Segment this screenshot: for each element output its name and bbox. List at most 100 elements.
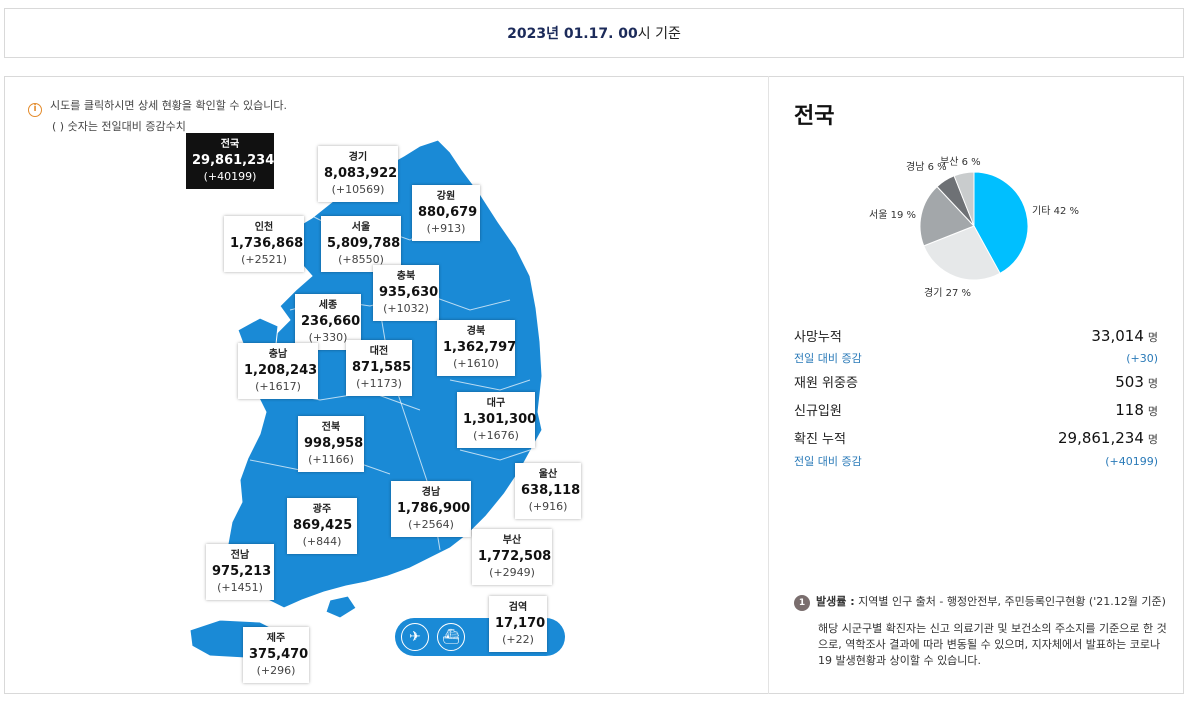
region-diff: (+1610) — [453, 357, 499, 370]
region-name: 경남 — [421, 487, 441, 498]
footnote-desc: 해당 시군구별 확진자는 신고 의료기관 및 보건소의 주소지를 기준으로 한 … — [818, 622, 1167, 667]
region-label-quarantine[interactable]: 검역 17,170 (+22) — [489, 596, 547, 652]
region-label-busan[interactable]: 부산 1,772,508 (+2949) — [472, 529, 552, 585]
pie-label-seoul: 서울 19 % — [869, 210, 916, 221]
region-label-chungbuk[interactable]: 충북 935,630 (+1032) — [373, 265, 439, 321]
region-value: 935,630 — [379, 285, 439, 300]
region-value: 236,660 — [301, 314, 361, 329]
region-label-gyeongnam[interactable]: 경남 1,786,900 (+2564) — [391, 481, 471, 537]
region-value: 998,958 — [304, 436, 364, 451]
region-label-jeonbuk[interactable]: 전북 998,958 (+1166) — [298, 416, 364, 472]
region-diff: (+22) — [502, 633, 534, 646]
stat-value: 29,861,234 — [1057, 429, 1144, 447]
region-diff: (+296) — [256, 664, 296, 677]
region-label-gyeongbuk[interactable]: 경북 1,362,797 (+1610) — [437, 320, 517, 376]
pie-slice-gyeonggi — [923, 225, 1001, 281]
region-name: 강원 — [436, 191, 456, 202]
footnote: 1 발생률 : 지역별 인구 출처 - 행정안전부, 주민등록인구현황 ('21.… — [794, 594, 1174, 669]
pie-label-gyeonggi: 경기 27 % — [924, 288, 971, 299]
region-name: 검역 — [508, 602, 528, 613]
stat-deaths: 사망누적 33,014 명 — [794, 326, 1158, 345]
region-label-incheon[interactable]: 인천 1,736,868 (+2521) — [224, 216, 304, 272]
region-value: 29,861,234 — [192, 153, 275, 168]
region-diff: (+1676) — [473, 429, 519, 442]
region-name: 광주 — [312, 504, 332, 515]
region-name: 세종 — [318, 300, 338, 311]
region-name: 부산 — [502, 535, 522, 546]
region-label-gyeonggi[interactable]: 경기 8,083,922 (+10569) — [318, 146, 398, 202]
region-value: 1,772,508 — [478, 549, 552, 564]
region-name: 전북 — [321, 422, 341, 433]
region-name: 대전 — [369, 346, 389, 357]
region-label-ulsan[interactable]: 울산 638,118 (+916) — [515, 463, 581, 519]
region-name: 인천 — [254, 222, 274, 233]
region-name: 서울 — [351, 222, 371, 233]
footnote-source: 지역별 인구 출처 - 행정안전부, 주민등록인구현황 ('21.12월 기준) — [854, 595, 1166, 608]
region-label-daegu[interactable]: 대구 1,301,300 (+1676) — [457, 392, 536, 448]
region-value: 1,362,797 — [443, 340, 517, 355]
region-label-seoul[interactable]: 서울 5,809,788 (+8550) — [321, 216, 401, 272]
south-islands-shape — [325, 595, 357, 619]
stat-unit: 명 — [1147, 433, 1158, 446]
stat-value: 118 — [1115, 401, 1144, 419]
footnote-title: 발생률 : — [816, 595, 855, 608]
region-diff: (+1166) — [308, 453, 354, 466]
region-diff: (+2521) — [241, 253, 287, 266]
region-value: 8,083,922 — [324, 166, 398, 181]
region-value: 638,118 — [521, 483, 581, 498]
stat-deaths-diff: 전일 대비 증감 (+30) — [794, 350, 1158, 366]
stat-label: 신규입원 — [794, 404, 842, 419]
region-label-chungnam[interactable]: 충남 1,208,243 (+1617) — [238, 343, 318, 399]
stat-value: 33,014 — [1091, 327, 1144, 345]
region-diff: (+1617) — [255, 380, 301, 393]
region-value: 375,470 — [249, 647, 309, 662]
pie-slice-etc — [973, 171, 1029, 275]
region-label-jeju[interactable]: 제주 375,470 (+296) — [243, 627, 309, 683]
stat-unit: 명 — [1147, 405, 1158, 418]
region-diff: (+1032) — [383, 302, 429, 315]
region-value: 869,425 — [293, 518, 353, 533]
stat-confirmed-diff: 전일 대비 증감 (+40199) — [794, 453, 1158, 469]
stat-unit: 명 — [1147, 377, 1158, 390]
stat-value: (+40199) — [1105, 455, 1158, 468]
panel-divider — [768, 76, 769, 694]
region-name: 충남 — [268, 349, 288, 360]
date-suffix: 시 기준 — [637, 26, 681, 42]
region-name: 전국 — [220, 139, 240, 150]
stat-critical: 재원 위중증 503 명 — [794, 372, 1158, 391]
region-value: 1,208,243 — [244, 363, 318, 378]
pie-slice-busan — [953, 171, 975, 227]
region-value: 1,786,900 — [397, 501, 471, 516]
region-label-jeonnam[interactable]: 전남 975,213 (+1451) — [206, 544, 274, 600]
region-diff: (+1451) — [217, 581, 263, 594]
pie-label-gyeongnam: 경남 6 % — [906, 162, 947, 173]
region-label-daejeon[interactable]: 대전 871,585 (+1173) — [346, 340, 412, 396]
date-banner: 2023년 01.17. 00 시 기준 — [4, 8, 1184, 58]
region-diff: (+10569) — [331, 183, 385, 196]
info-icon: i — [28, 103, 42, 117]
region-label-national[interactable]: 전국 29,861,234 (+40199) — [186, 133, 274, 189]
region-value: 5,809,788 — [327, 236, 401, 251]
region-label-gangwon[interactable]: 강원 880,679 (+913) — [412, 185, 480, 241]
region-diff: (+330) — [308, 331, 348, 344]
stat-label: 확진 누적 — [794, 432, 846, 447]
region-diff: (+913) — [426, 222, 466, 235]
region-label-gwangju[interactable]: 광주 869,425 (+844) — [287, 498, 357, 554]
stat-value: 503 — [1115, 373, 1144, 391]
ship-icon: ⛴ — [437, 623, 465, 651]
region-name: 울산 — [538, 469, 558, 480]
region-name: 충북 — [396, 271, 416, 282]
stat-admission: 신규입원 118 명 — [794, 400, 1158, 419]
region-value: 17,170 — [495, 616, 546, 631]
region-value: 1,736,868 — [230, 236, 304, 251]
pie-chart-wrap — [860, 150, 1060, 314]
notice-line2: ( ) 숫자는 전일대비 증감수치 — [52, 120, 186, 133]
airplane-icon: ✈ — [401, 623, 429, 651]
pie-slice-seoul — [919, 185, 975, 247]
stat-value: (+30) — [1126, 352, 1158, 365]
region-value: 871,585 — [352, 360, 412, 375]
region-value: 880,679 — [418, 205, 478, 220]
region-diff: (+40199) — [203, 170, 257, 183]
pie-label-busan: 부산 6 % — [940, 157, 981, 168]
region-name: 대구 — [486, 398, 506, 409]
